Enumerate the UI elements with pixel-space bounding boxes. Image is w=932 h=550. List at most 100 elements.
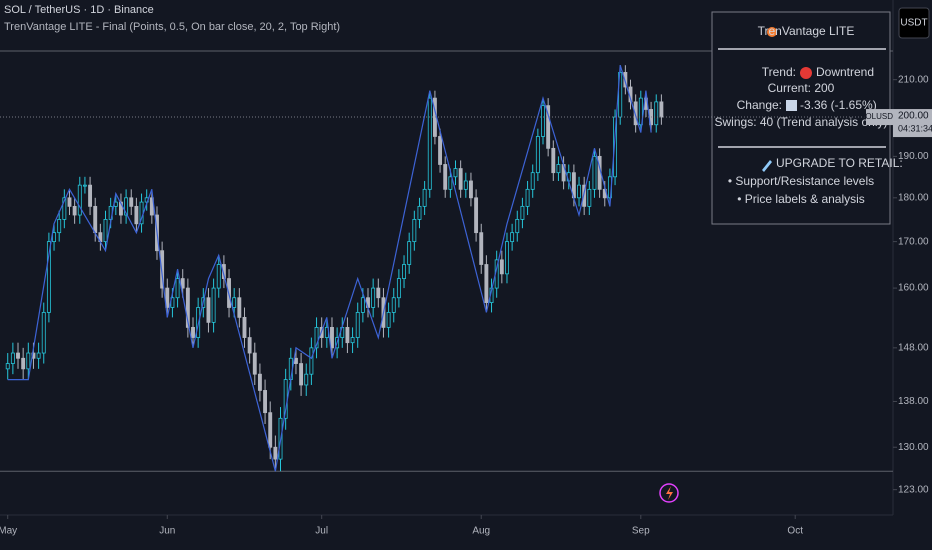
x-tick-label: Jun	[159, 526, 175, 537]
candle-body	[638, 97, 643, 126]
candle-body	[257, 373, 262, 391]
candle-body	[191, 327, 195, 338]
alert-bolt	[666, 486, 673, 500]
currency-button[interactable]	[898, 7, 930, 39]
candle-body	[36, 352, 41, 359]
trend-value: Downtrend	[816, 65, 874, 79]
candle-body	[72, 205, 77, 216]
y-tick-label: 190.00	[898, 151, 929, 162]
candle-body	[396, 278, 401, 299]
candle-body	[592, 155, 597, 190]
candle-body	[185, 287, 190, 328]
candle-body	[165, 287, 170, 308]
candle-body	[304, 373, 309, 386]
candle-body	[443, 164, 448, 190]
swings: Swings: 40 (Trend analysis only)	[715, 115, 888, 129]
candle-body	[41, 312, 46, 354]
candle-body	[360, 297, 365, 313]
candle-body	[577, 184, 581, 199]
candle-body	[587, 188, 592, 207]
candle-body	[376, 287, 381, 299]
candle-body	[402, 264, 406, 279]
candle-body	[417, 205, 422, 220]
symbol-title: SOL / TetherUS · 1D · Binance	[4, 4, 154, 16]
candle-body	[26, 352, 31, 370]
y-tick-label: 123.00	[898, 484, 929, 495]
candle-body	[654, 101, 659, 126]
candle-body	[124, 197, 129, 216]
candle-body	[515, 219, 520, 234]
y-tick-label: 148.00	[898, 342, 929, 353]
candle-body	[242, 316, 247, 338]
current-value: Current: 200	[768, 81, 835, 95]
countdown: 04:31:34	[898, 123, 932, 133]
y-tick-label: 210.00	[898, 74, 929, 85]
candle-body	[314, 327, 319, 349]
candle-body	[330, 327, 334, 349]
candle-body	[505, 241, 509, 275]
candle-body	[206, 297, 211, 323]
candle-body	[21, 357, 26, 370]
candle-body	[252, 352, 257, 375]
candle-body	[582, 184, 587, 207]
candle-body	[623, 71, 628, 88]
candle-body	[556, 164, 561, 174]
candle-body	[453, 168, 458, 178]
candle-body	[407, 241, 412, 265]
alert-icon[interactable]	[659, 483, 679, 503]
candle-body	[62, 197, 67, 220]
rocket-icon	[762, 160, 772, 172]
candle-body	[247, 337, 252, 354]
candle-body	[119, 201, 123, 216]
candle-body	[535, 136, 540, 174]
candle-body	[211, 287, 216, 323]
candle-body	[129, 197, 134, 207]
feature: • Support/Resistance levels	[728, 174, 874, 188]
y-tick-label: 130.00	[898, 442, 929, 453]
change-value: -3.36 (-1.65%)	[800, 98, 877, 112]
candle-body	[525, 188, 530, 207]
price-tag	[893, 109, 932, 138]
y-tick-label: 170.00	[898, 236, 929, 247]
feature: • Price labels & analysis	[737, 192, 865, 206]
candle-body	[216, 264, 221, 289]
candle-body	[474, 197, 479, 234]
candle-body	[386, 312, 391, 328]
x-tick-label: Aug	[472, 526, 490, 537]
candle-body	[175, 278, 180, 299]
currency-label[interactable]: USDT	[900, 18, 927, 29]
candle-body	[546, 105, 551, 149]
candle-body	[67, 197, 72, 207]
candle-body	[77, 184, 82, 216]
panel-title: TrenVantage LITE	[758, 24, 855, 38]
candle-body	[268, 412, 273, 448]
candle-body	[448, 176, 453, 190]
candle-body	[57, 219, 62, 234]
candle-body	[294, 357, 298, 364]
candle-body	[46, 241, 51, 313]
candle-body	[345, 327, 350, 344]
candle-body	[5, 363, 10, 370]
price-tag-label: 200.00	[898, 111, 929, 122]
candle-body	[371, 287, 376, 308]
trend-icon	[800, 67, 812, 79]
candle-body	[299, 363, 304, 386]
change-icon	[786, 100, 797, 111]
candle-body	[499, 259, 504, 275]
candle-body	[273, 446, 278, 460]
candle-body	[309, 347, 314, 375]
candle-body	[82, 184, 87, 187]
y-tick-label: 138.00	[898, 396, 929, 407]
candle-body	[463, 180, 468, 190]
candle-body	[10, 352, 15, 364]
candle-body	[510, 232, 515, 243]
upgrade-title: UPGRADE TO RETAIL:	[776, 156, 903, 170]
candle-body	[422, 188, 427, 207]
indicator-title: TrenVantage LITE - Final (Points, 0.5, O…	[4, 21, 340, 33]
candle-body	[438, 136, 443, 165]
candle-body	[134, 205, 139, 225]
candle-body	[52, 232, 56, 243]
symbol-tag	[866, 109, 893, 126]
candle-body	[160, 250, 165, 289]
